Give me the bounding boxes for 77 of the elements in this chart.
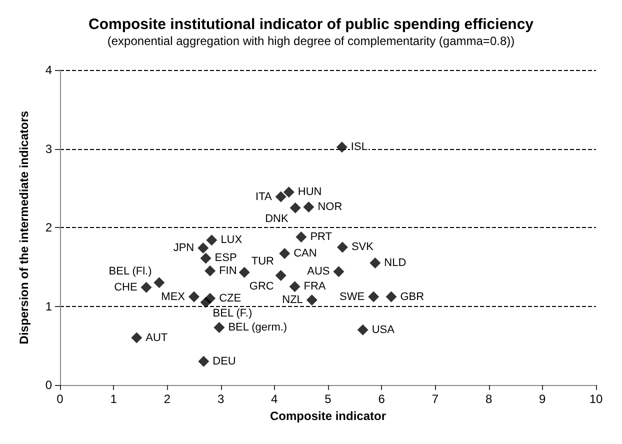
annotation: SWE [340,290,365,303]
annotation: NZL [282,294,303,306]
x-axis-title: Composite indicator [270,408,386,423]
point [357,324,368,336]
x-tick-label: 2 [164,392,171,406]
annotation: AUT [146,332,168,344]
point [200,252,212,264]
point [140,282,152,293]
annotation: FRA [304,280,326,293]
x-tick-label: 9 [539,392,546,406]
annotation: BEL (F.) [212,307,252,320]
point [238,266,250,278]
point [188,291,200,302]
x-tick-label: 5 [324,392,332,406]
x-tick-label: 7 [432,392,439,406]
x-tick-label: 0 [56,392,64,406]
point [283,186,294,198]
y-axis-title: Dispersion of the intermediate indicators [17,110,31,344]
annotation: JPN [173,242,194,254]
annotation: BEL (Fl.) [108,266,152,278]
x-tick-label: 8 [485,392,492,406]
point [279,248,290,259]
point [368,291,380,302]
annotation: DNK [265,212,289,225]
point [275,270,286,282]
annotation: CHE [114,281,138,294]
x-tick-label: 4 [271,392,278,406]
x-tick-label: 10 [589,392,603,406]
annotation: ITA [256,190,272,203]
y-tick-label: 0 [45,378,52,392]
point [206,234,218,246]
annotation: GBR [400,290,424,303]
y-tick-label: 4 [45,63,52,77]
point [204,265,216,276]
point [296,231,307,242]
point [200,296,212,308]
annotation: LUX [220,234,243,246]
y-tick-label: 3 [45,142,52,156]
point [275,191,286,202]
point [290,202,301,214]
annotation: CZE [219,292,242,304]
y-tick-label: 2 [45,220,52,234]
point [198,356,210,367]
point [289,281,300,292]
point [198,242,209,254]
point [386,291,397,302]
annotation: HUN [298,186,322,198]
point [333,266,344,278]
annotation: ISL [350,141,368,154]
annotation: NLD [384,256,406,269]
annotation: NOR [318,201,342,214]
chart-title: Composite institutional indicator of public spending efficiency [88,16,534,33]
annotation: CAN [294,247,317,260]
annotation: AUS [307,266,330,278]
annotation: MEX [161,290,186,303]
point [370,257,381,268]
chart-subtitle: (exponential aggregation with high degree of complementarity (gamma=0.8)) [107,34,515,48]
annotation: ESP [214,252,237,264]
x-tick-label: 3 [217,392,224,406]
point [303,202,314,213]
annotation: DEU [212,355,236,368]
annotation: USA [372,324,396,336]
point [306,294,318,306]
annotation: GRC [249,280,274,293]
annotation: SVK [351,241,374,254]
x-tick-label: 6 [378,392,386,406]
x-tick-label: 1 [110,392,118,406]
point [131,332,142,344]
annotation: FIN [219,264,237,277]
point [336,142,348,153]
point [214,322,225,334]
point [336,242,348,253]
annotation: BEL (germ.) [228,322,288,334]
point [154,277,165,288]
annotation: TUR [251,255,274,268]
annotation: PRT [310,230,332,243]
y-tick-label: 1 [45,299,52,314]
